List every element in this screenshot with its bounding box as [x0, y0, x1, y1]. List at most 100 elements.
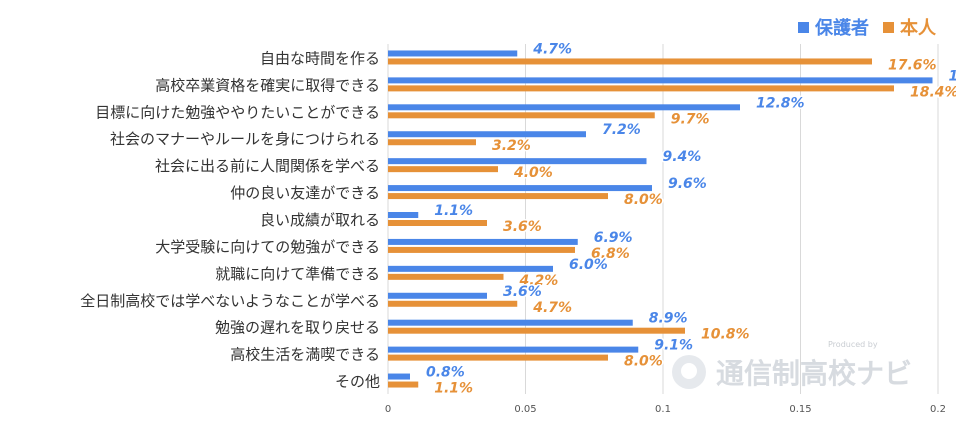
bar-parents: [388, 77, 933, 84]
bar-self: [388, 166, 498, 173]
category-label: 大学受験に向けての勉強ができる: [155, 238, 380, 256]
category-label: 自由な時間を作る: [260, 49, 380, 67]
x-tick-label: 0.15: [789, 404, 811, 415]
data-label-parents: 1.1%: [434, 203, 473, 219]
watermark: 通信制高校ナビ: [672, 352, 912, 392]
bar-parents: [388, 238, 578, 245]
bar-self: [388, 300, 518, 307]
data-label-outline-self: 10.8%: [701, 327, 750, 343]
data-label-parents: 9.4%: [663, 149, 702, 165]
data-label-self: 4.0%: [513, 165, 553, 181]
data-label-parents: 19.8%: [949, 68, 956, 84]
x-tick-label: 0: [385, 404, 391, 415]
data-label-self: 18.4%: [910, 84, 956, 100]
bar-parents: [388, 158, 647, 165]
data-label-parents: 6.9%: [594, 230, 633, 246]
data-label-outline-parents: 1.1%: [434, 203, 473, 219]
data-label-outline-self: 18.4%: [910, 84, 956, 100]
bar-self: [388, 273, 504, 280]
data-label-self: 3.2%: [492, 138, 531, 154]
category-label: 社会に出る前に人間関係を学べる: [155, 157, 380, 175]
data-label-outline-self: 4.2%: [519, 273, 559, 289]
data-label-outline-self: 17.6%: [888, 57, 937, 73]
data-label-parents: 7.2%: [602, 122, 641, 138]
bar-parents: [388, 50, 518, 57]
bar-self: [388, 246, 575, 253]
legend: 保護者 本人: [798, 14, 936, 40]
data-label-self: 1.1%: [434, 381, 473, 397]
bar-parents: [388, 131, 586, 138]
data-label-parents: 3.6%: [503, 284, 542, 300]
data-label-parents: 6.0%: [569, 257, 608, 273]
bar-self: [388, 58, 872, 65]
data-label-self: 3.6%: [503, 219, 542, 235]
bar-self: [388, 112, 655, 119]
data-label-self: 4.7%: [532, 300, 572, 316]
data-label-outline-parents: 3.6%: [503, 284, 542, 300]
data-label-self: 8.0%: [624, 354, 663, 370]
data-label-outline-parents: 4.7%: [532, 41, 572, 57]
bar-parents: [388, 292, 487, 299]
bar-self: [388, 381, 419, 388]
bar-self: [388, 85, 894, 92]
data-label-outline-self: 8.0%: [624, 192, 663, 208]
data-label-outline-parents: 8.9%: [649, 311, 688, 327]
data-label-parents: 9.1%: [654, 338, 693, 354]
bar-self: [388, 139, 476, 146]
data-label-outline-self: 3.6%: [503, 219, 542, 235]
legend-item-self: 本人: [883, 14, 936, 40]
category-label: 高校卒業資格を確実に取得できる: [155, 76, 380, 94]
data-label-outline-self: 4.7%: [532, 300, 572, 316]
data-label-outline-parents: 12.8%: [756, 95, 805, 111]
data-label-parents: 9.6%: [668, 176, 707, 192]
data-label-self: 10.8%: [701, 327, 750, 343]
x-tick-label: 0.05: [514, 404, 536, 415]
x-tick-label: 0.1: [655, 404, 671, 415]
bar-self: [388, 327, 685, 334]
data-label-outline-parents: 6.9%: [594, 230, 633, 246]
legend-label-self: 本人: [900, 18, 936, 39]
data-label-outline-parents: 19.8%: [949, 68, 956, 84]
legend-swatch-parents: [798, 21, 809, 33]
category-label: 社会のマナーやルールを身につけられる: [110, 130, 380, 148]
data-label-self: 6.8%: [591, 246, 630, 262]
data-label-outline-self: 4.0%: [513, 165, 553, 181]
category-label: 就職に向けて準備できる: [215, 265, 380, 283]
watermark-subtext: Produced by: [828, 340, 878, 349]
legend-item-parents: 保護者: [798, 14, 869, 40]
data-label-outline-self: 6.8%: [591, 246, 630, 262]
category-label: 全日制高校では学べないようなことが学べる: [80, 292, 380, 310]
data-label-parents: 4.7%: [532, 41, 572, 57]
category-label: 仲の良い友達ができる: [230, 184, 380, 202]
x-tick-label: 0.2: [930, 404, 946, 415]
data-label-self: 8.0%: [624, 192, 663, 208]
data-label-outline-parents: 9.1%: [654, 338, 693, 354]
legend-label-parents: 保護者: [815, 18, 869, 39]
bar-self: [388, 354, 608, 361]
data-label-self: 9.7%: [671, 111, 710, 127]
data-label-outline-self: 8.0%: [624, 354, 663, 370]
category-label: 高校生活を満喫できる: [230, 346, 380, 364]
bar-parents: [388, 212, 419, 218]
data-label-parents: 12.8%: [756, 95, 805, 111]
watermark-logo-icon: [672, 355, 706, 389]
category-label: 目標に向けた勉強ややりたいことができる: [95, 103, 380, 121]
bar-self: [388, 220, 487, 226]
bar-self: [388, 193, 608, 200]
data-label-outline-self: 1.1%: [434, 381, 473, 397]
category-label: 勉強の遅れを取り戻せる: [215, 319, 380, 337]
bar-parents: [388, 373, 410, 380]
bar-parents: [388, 346, 639, 353]
bar-parents: [388, 185, 652, 192]
data-label-outline-self: 3.2%: [492, 138, 531, 154]
bar-parents: [388, 319, 633, 326]
data-label-parents: 8.9%: [649, 311, 688, 327]
data-label-self: 4.2%: [519, 273, 559, 289]
bar-parents: [388, 265, 553, 272]
data-label-parents: 0.8%: [426, 365, 465, 381]
watermark-text: 通信制高校ナビ: [716, 357, 913, 390]
data-label-self: 17.6%: [888, 57, 937, 73]
bar-parents: [388, 104, 740, 111]
category-label: その他: [335, 373, 380, 391]
